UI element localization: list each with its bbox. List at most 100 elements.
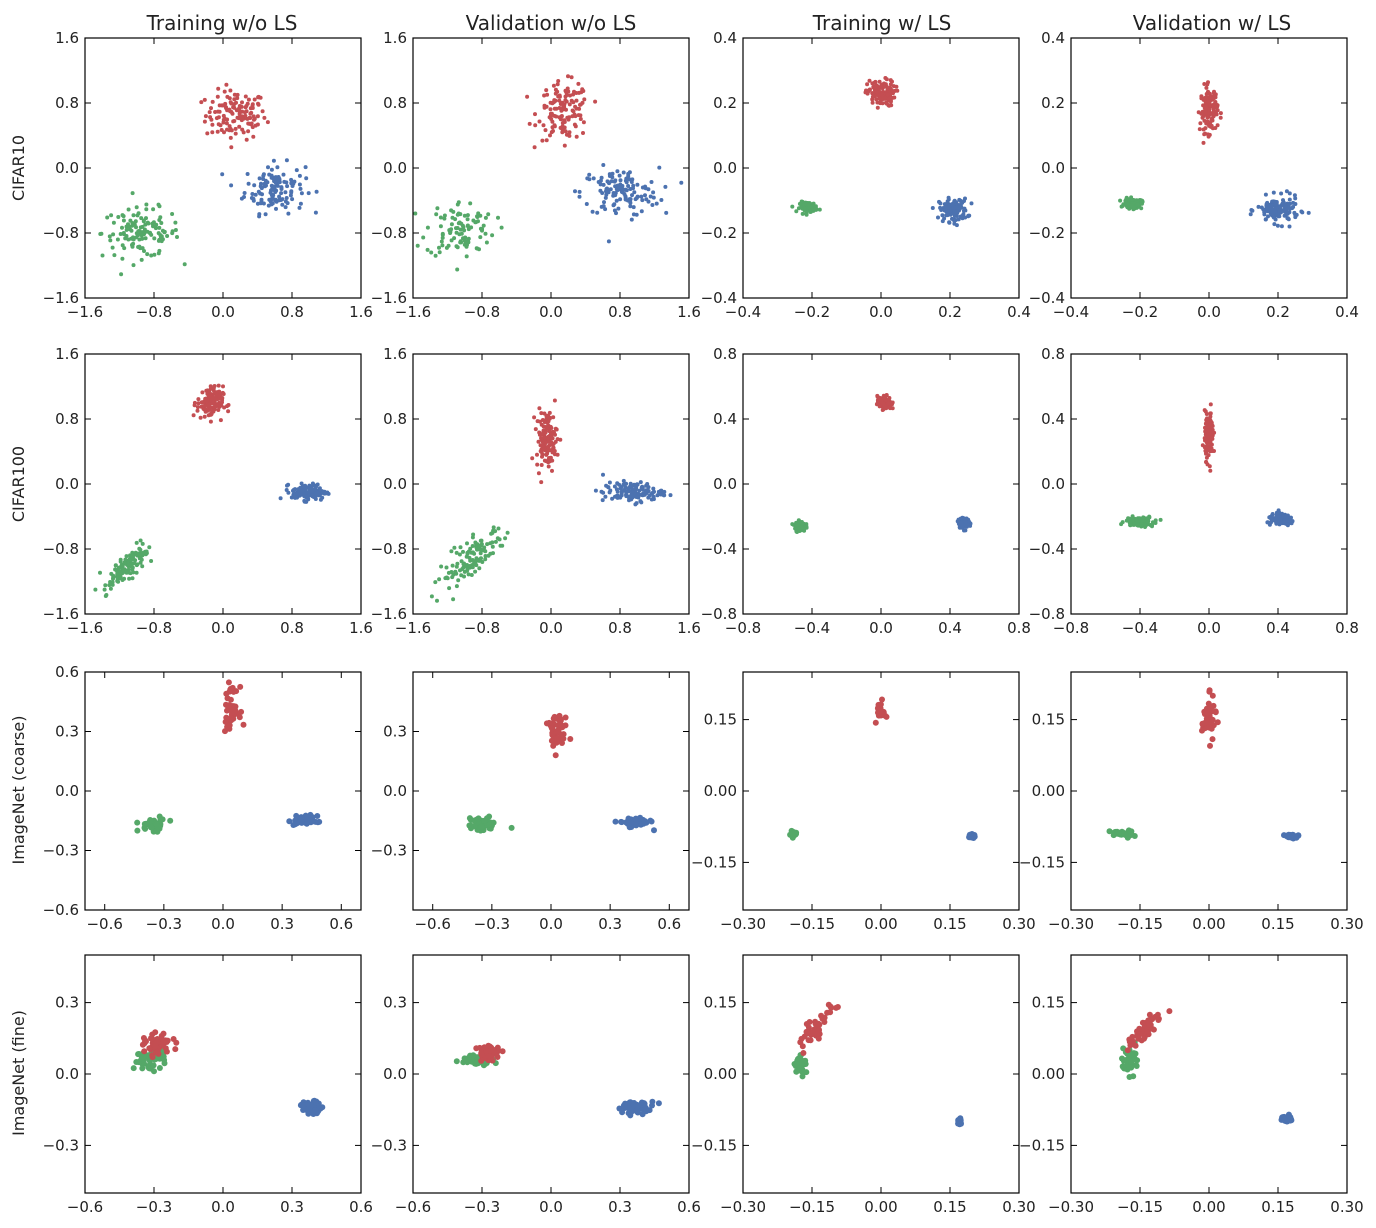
scatter-point — [577, 189, 582, 194]
scatter-point — [800, 521, 805, 526]
scatter-point — [435, 206, 440, 211]
scatter-point — [649, 1102, 655, 1109]
plot-frame — [412, 671, 690, 911]
scatter-point — [1204, 412, 1209, 416]
scatter-point — [1129, 1038, 1136, 1045]
scatter-point — [158, 215, 163, 220]
scatter-point — [454, 230, 459, 235]
scatter-point — [118, 569, 123, 574]
scatter-point — [304, 176, 309, 181]
scatter-point — [620, 190, 625, 195]
y-tick-label: −0.8 — [43, 224, 79, 242]
scatter-point — [650, 203, 655, 207]
scatter-point — [1202, 445, 1207, 450]
scatter-point — [1206, 80, 1210, 85]
scatter-point — [624, 180, 629, 185]
scatter-point — [223, 714, 230, 721]
scatter-point — [461, 549, 465, 554]
series-blue — [593, 472, 673, 507]
scatter-point — [302, 499, 307, 504]
scatter-point — [438, 224, 443, 229]
scatter-point — [1208, 422, 1213, 427]
scatter-point — [1143, 525, 1147, 529]
scatter-point — [626, 1105, 633, 1112]
x-tick-label: −0.4 — [794, 619, 830, 637]
scatter-point — [1299, 209, 1304, 214]
scatter-point — [603, 207, 608, 212]
scatter-point — [309, 486, 314, 491]
scatter-point — [1208, 411, 1213, 416]
scatter-point — [560, 735, 567, 742]
scatter-point — [315, 492, 320, 497]
series-green — [134, 813, 174, 835]
scatter-point — [576, 81, 581, 86]
y-tick-label: 0.0 — [1041, 159, 1065, 177]
scatter-point — [964, 522, 968, 527]
scatter-point — [1276, 214, 1281, 219]
scatter-point — [140, 564, 145, 569]
scatter-point — [140, 1054, 147, 1060]
scatter-point — [286, 482, 291, 487]
scatter-point — [815, 1035, 822, 1042]
x-tick-label: −0.8 — [1053, 619, 1089, 637]
scatter-point — [263, 184, 267, 189]
scatter-point — [322, 491, 327, 496]
y-tick-label: −0.4 — [1029, 289, 1065, 307]
plot-frame — [84, 671, 362, 911]
scatter-point — [173, 228, 178, 232]
x-tick-label: 0.15 — [933, 1198, 966, 1216]
scatter-point — [216, 86, 221, 91]
scatter-point — [138, 538, 143, 543]
scatter-panel-3-2: −0.30 −0.15 0.00 0.15 0.30 −0.15 0.00 0.15 — [691, 954, 1036, 1216]
scatter-point — [305, 1102, 312, 1108]
scatter-point — [283, 205, 288, 210]
scatter-point — [617, 173, 622, 178]
scatter-point — [202, 97, 207, 102]
scatter-point — [240, 127, 245, 132]
y-tick-label: −0.2 — [1029, 224, 1065, 242]
x-tick-label: 0.6 — [349, 1198, 373, 1216]
scatter-point — [158, 235, 163, 240]
scatter-point — [116, 215, 121, 219]
scatter-point — [546, 439, 551, 444]
x-tick-label: −0.15 — [1117, 1198, 1163, 1216]
scatter-point — [140, 1035, 147, 1041]
scatter-point — [1203, 100, 1208, 105]
row-label-3: ImageNet (fine) — [9, 1010, 28, 1136]
scatter-point — [130, 221, 135, 225]
scatter-point — [894, 84, 899, 89]
scatter-point — [940, 213, 945, 218]
x-tick-label: −0.6 — [395, 1198, 431, 1216]
x-tick-label: −0.8 — [464, 619, 500, 637]
scatter-panel-2-0: −0.6 −0.3 0.0 0.3 0.6 −0.6 −0.3 0.0 0.3 0.6 — [43, 663, 362, 933]
scatter-point — [172, 1046, 179, 1053]
x-tick-label: 0.00 — [864, 915, 897, 933]
scatter-point — [490, 233, 495, 238]
scatter-point — [228, 714, 234, 721]
y-tick-label: −0.8 — [43, 540, 79, 558]
scatter-point — [565, 86, 570, 91]
y-tick-label: −0.8 — [701, 605, 737, 623]
scatter-point — [963, 215, 968, 220]
scatter-point — [225, 108, 230, 113]
scatter-point — [220, 172, 225, 177]
scatter-point — [156, 231, 161, 236]
x-tick-label: 0.15 — [1261, 915, 1294, 933]
scatter-point — [595, 210, 600, 215]
scatter-panel-1-0: −1.6 −0.8 0.0 0.8 1.6 −1.6 −0.8 0.0 0.8 1.6 — [43, 345, 373, 637]
scatter-point — [552, 99, 557, 104]
y-tick-label: −1.6 — [43, 289, 79, 307]
scatter-point — [126, 237, 131, 242]
scatter-point — [182, 262, 187, 267]
scatter-point — [663, 184, 668, 189]
scatter-point — [157, 225, 162, 230]
scatter-point — [257, 214, 262, 219]
x-tick-label: 0.0 — [539, 619, 563, 637]
scatter-point — [480, 560, 485, 564]
scatter-point — [615, 493, 619, 498]
scatter-point — [1209, 692, 1216, 699]
y-tick-label: 0.0 — [713, 159, 737, 177]
scatter-point — [218, 418, 223, 423]
scatter-point — [561, 102, 566, 107]
scatter-point — [567, 133, 572, 138]
